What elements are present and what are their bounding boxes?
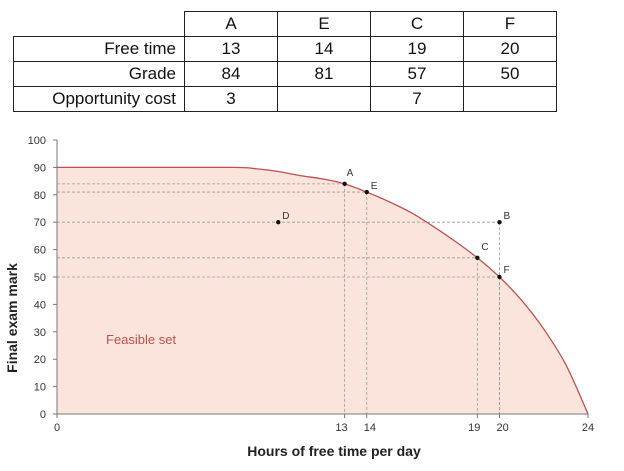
y-tick-label: 100 <box>28 135 46 147</box>
y-tick-label: 90 <box>34 162 46 174</box>
row-label: Grade <box>13 61 185 87</box>
point-label-f: F <box>504 265 510 276</box>
point-a <box>342 181 347 187</box>
x-tick-label: 24 <box>582 422 594 434</box>
table-row: Free time 13 14 19 20 <box>13 36 557 62</box>
table-cell: 19 <box>370 36 464 62</box>
feasible-region <box>57 167 588 414</box>
column-header: F <box>463 11 557 37</box>
y-tick-label: 40 <box>34 299 46 311</box>
point-c <box>475 255 480 261</box>
table-cell: 81 <box>277 61 371 87</box>
table-cell: 3 <box>184 86 278 112</box>
y-tick-label: 20 <box>34 354 46 366</box>
point-label-e: E <box>371 181 378 192</box>
table-cell: 20 <box>463 36 557 62</box>
frontier-curve-layer <box>56 166 589 415</box>
row-label: Free time <box>13 36 185 62</box>
table-cell: 7 <box>370 86 464 112</box>
feasible-set-label: Feasible set <box>106 332 176 347</box>
table-corner-cell <box>13 11 185 37</box>
table-row: Grade 84 81 57 50 <box>13 61 557 87</box>
point-label-d: D <box>282 211 289 222</box>
y-tick-label: 70 <box>34 217 46 229</box>
point-b <box>497 220 502 225</box>
data-table: A E C F Free time 13 14 19 20 Grade 84 8… <box>13 11 557 112</box>
table-cell: 84 <box>184 61 278 87</box>
x-tick-label: 0 <box>54 422 60 434</box>
x-axis-title: Hours of free time per day <box>247 443 421 459</box>
column-header: C <box>370 11 464 37</box>
row-label: Opportunity cost <box>13 86 185 112</box>
frontier-chart: 0 10 20 30 40 50 60 70 80 90 100 0 13 14 19 20 24 A E D B C F… <box>4 135 594 459</box>
feasible-region-layer <box>57 167 588 414</box>
y-tick-label: 0 <box>40 409 46 421</box>
point-f <box>497 274 502 280</box>
frontier-curve <box>56 166 589 415</box>
table-cell <box>463 86 557 112</box>
point-d <box>276 220 281 225</box>
y-tick-label: 80 <box>34 190 46 202</box>
axes-layer: 0 10 20 30 40 50 60 70 80 90 100 0 13 14 19 20 24 <box>28 135 594 434</box>
table-row: Opportunity cost 3 7 <box>13 86 557 112</box>
points-layer: A E D B C F <box>276 168 511 280</box>
x-tick-label: 19 <box>468 422 480 434</box>
point-label-c: C <box>481 242 488 253</box>
point-label-b: B <box>504 211 511 222</box>
x-tick-label: 20 <box>497 422 509 434</box>
point-e <box>364 189 369 195</box>
y-axis-title: Final exam mark <box>4 263 20 373</box>
y-tick-label: 10 <box>34 382 46 394</box>
x-tick-label: 14 <box>364 422 376 434</box>
table-cell: 14 <box>277 36 371 62</box>
x-tick-label: 13 <box>335 422 347 434</box>
table-cell: 13 <box>184 36 278 62</box>
column-header: E <box>277 11 371 37</box>
column-header: A <box>184 11 278 37</box>
y-tick-label: 60 <box>34 245 46 257</box>
y-tick-label: 30 <box>34 327 46 339</box>
table-cell: 50 <box>463 61 557 87</box>
table-cell: 57 <box>370 61 464 87</box>
y-tick-label: 50 <box>34 272 46 284</box>
table-header-row: A E C F <box>13 11 557 37</box>
point-label-a: A <box>347 168 354 179</box>
table-cell <box>277 86 371 112</box>
